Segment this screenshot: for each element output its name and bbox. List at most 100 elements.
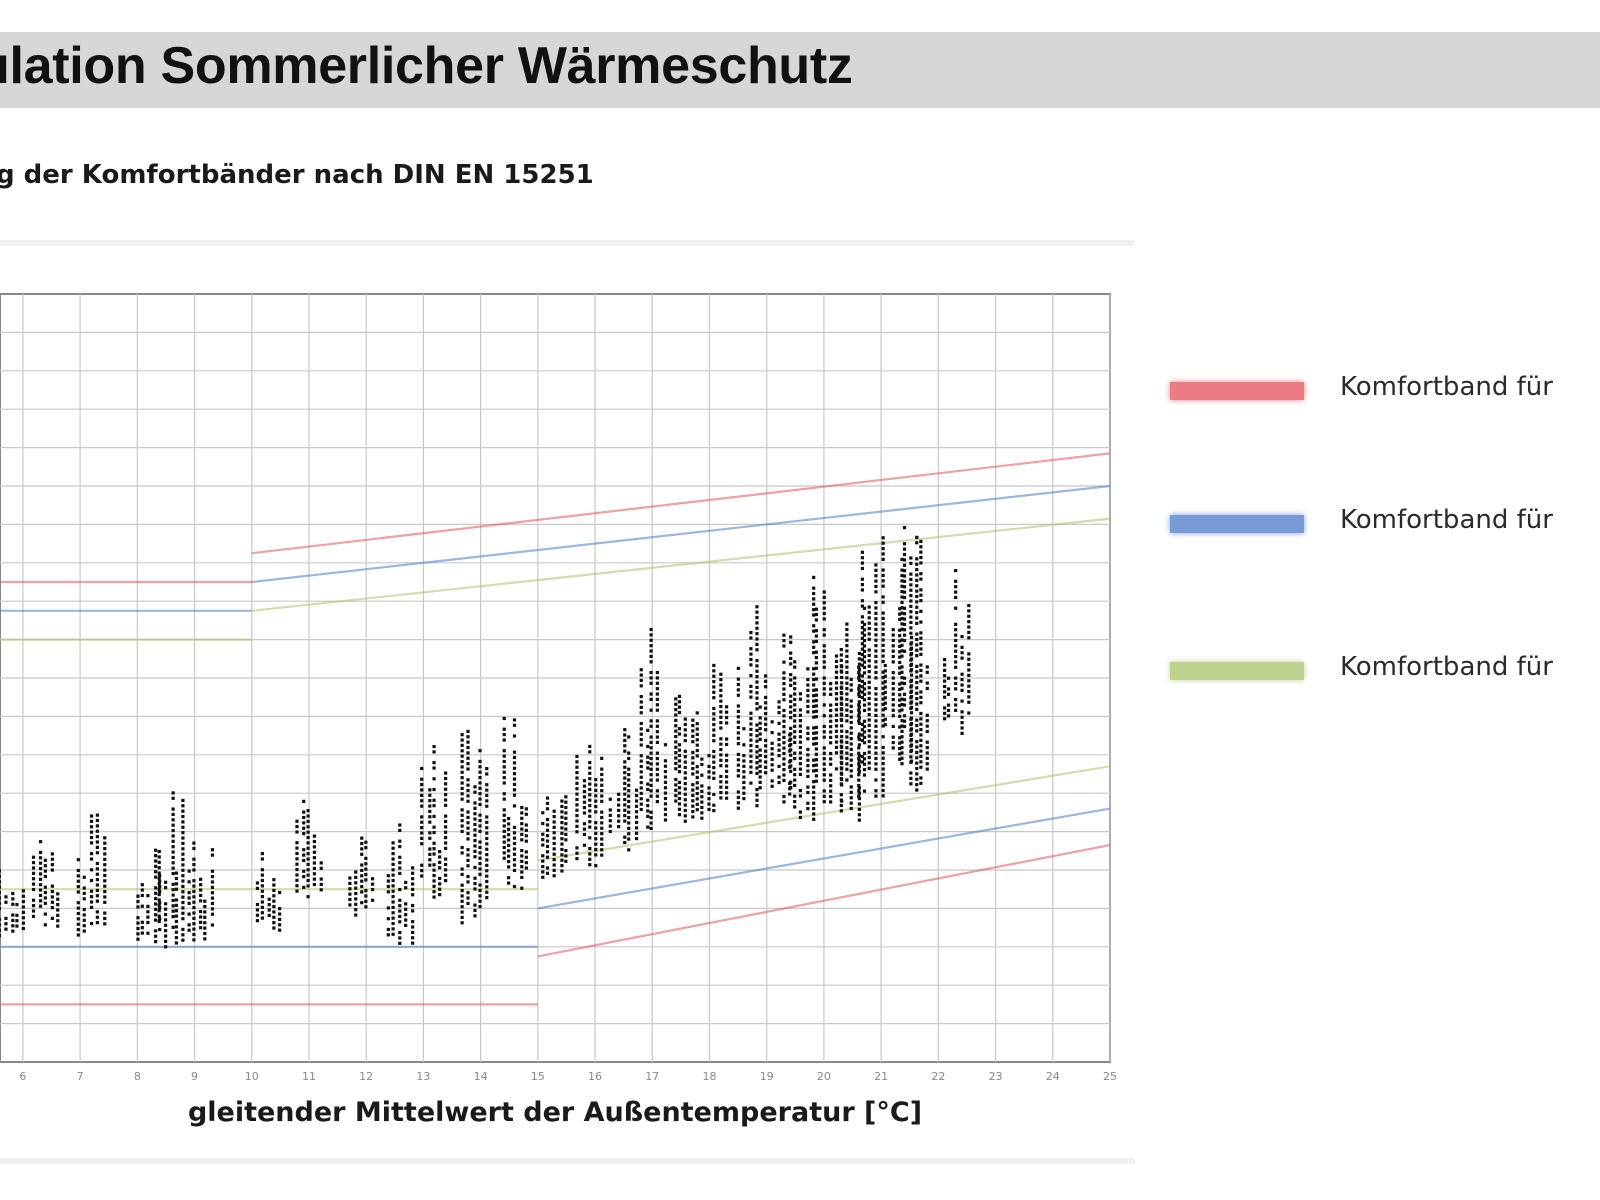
data-point	[473, 887, 477, 891]
data-point	[634, 826, 639, 830]
data-point	[174, 903, 178, 907]
data-point	[900, 719, 904, 723]
data-point	[541, 859, 545, 863]
data-point	[829, 741, 833, 745]
data-point	[181, 857, 185, 862]
data-point	[432, 884, 436, 888]
data-point	[575, 814, 579, 818]
data-point	[677, 764, 682, 768]
data-point	[700, 816, 704, 820]
data-point	[627, 810, 631, 814]
data-point	[812, 769, 816, 773]
data-point	[319, 888, 323, 892]
data-point	[552, 858, 556, 862]
data-point	[663, 802, 668, 806]
data-point	[874, 713, 878, 718]
data-point	[829, 762, 833, 766]
data-point	[502, 856, 506, 860]
data-point	[919, 744, 923, 748]
data-point	[255, 913, 260, 917]
data-point	[76, 890, 80, 894]
data-point	[909, 653, 913, 657]
x-tick-label: 22	[931, 1070, 945, 1080]
data-point	[466, 729, 470, 733]
data-point	[432, 847, 436, 851]
data-point	[210, 923, 215, 927]
data-point	[954, 644, 958, 648]
data-point	[919, 765, 923, 769]
data-point	[874, 778, 878, 782]
scatter-cluster	[348, 836, 375, 917]
data-point	[306, 846, 310, 850]
data-point	[617, 824, 621, 829]
data-point	[845, 687, 849, 691]
data-point	[755, 739, 759, 743]
data-point	[788, 749, 792, 753]
data-point	[302, 848, 306, 852]
data-point	[758, 748, 762, 752]
data-point	[95, 824, 99, 828]
data-point	[725, 710, 729, 714]
data-point	[478, 840, 482, 844]
data-point	[552, 874, 556, 878]
data-point	[655, 670, 659, 675]
data-point	[793, 681, 797, 685]
data-point	[164, 880, 168, 884]
data-point	[812, 790, 816, 795]
data-point	[473, 806, 477, 810]
data-point	[881, 659, 885, 664]
data-point	[174, 887, 178, 891]
data-point	[420, 869, 424, 873]
data-point	[857, 813, 861, 817]
data-point	[919, 636, 923, 640]
data-point	[444, 879, 448, 883]
data-point	[764, 706, 768, 710]
data-point	[902, 681, 907, 686]
data-point	[524, 828, 528, 833]
data-point	[146, 920, 150, 925]
data-point	[649, 724, 653, 728]
data-point	[103, 836, 107, 840]
data-point	[545, 828, 550, 832]
data-point	[695, 775, 699, 780]
data-point	[806, 699, 810, 703]
data-point	[386, 890, 390, 894]
data-point	[398, 898, 402, 902]
data-point	[306, 814, 310, 818]
data-point	[845, 740, 849, 744]
data-point	[174, 919, 178, 924]
data-point	[839, 760, 843, 765]
data-point	[915, 729, 919, 733]
data-point	[187, 880, 191, 884]
data-point	[814, 629, 818, 633]
data-point	[900, 724, 904, 728]
data-point	[588, 793, 592, 797]
data-point	[646, 804, 650, 808]
data-point	[140, 893, 144, 898]
data-point	[860, 642, 864, 646]
data-point	[874, 584, 878, 589]
data-point	[742, 780, 746, 785]
data-point	[655, 762, 659, 766]
data-point	[473, 790, 477, 794]
data-point	[460, 797, 464, 801]
data-point	[432, 890, 436, 894]
data-point	[295, 873, 299, 877]
data-point	[95, 840, 99, 844]
data-point	[960, 656, 964, 660]
data-point	[793, 724, 797, 728]
data-point	[466, 778, 470, 782]
data-point	[386, 917, 390, 921]
data-point	[881, 675, 885, 680]
data-point	[919, 663, 923, 667]
data-point	[255, 886, 260, 890]
data-point	[891, 676, 895, 680]
data-point	[822, 778, 826, 782]
data-point	[812, 737, 816, 741]
data-point	[411, 903, 415, 908]
data-point	[860, 636, 864, 640]
data-point	[512, 755, 517, 760]
data-point	[860, 561, 864, 565]
data-point	[755, 675, 759, 679]
data-point	[902, 649, 907, 653]
